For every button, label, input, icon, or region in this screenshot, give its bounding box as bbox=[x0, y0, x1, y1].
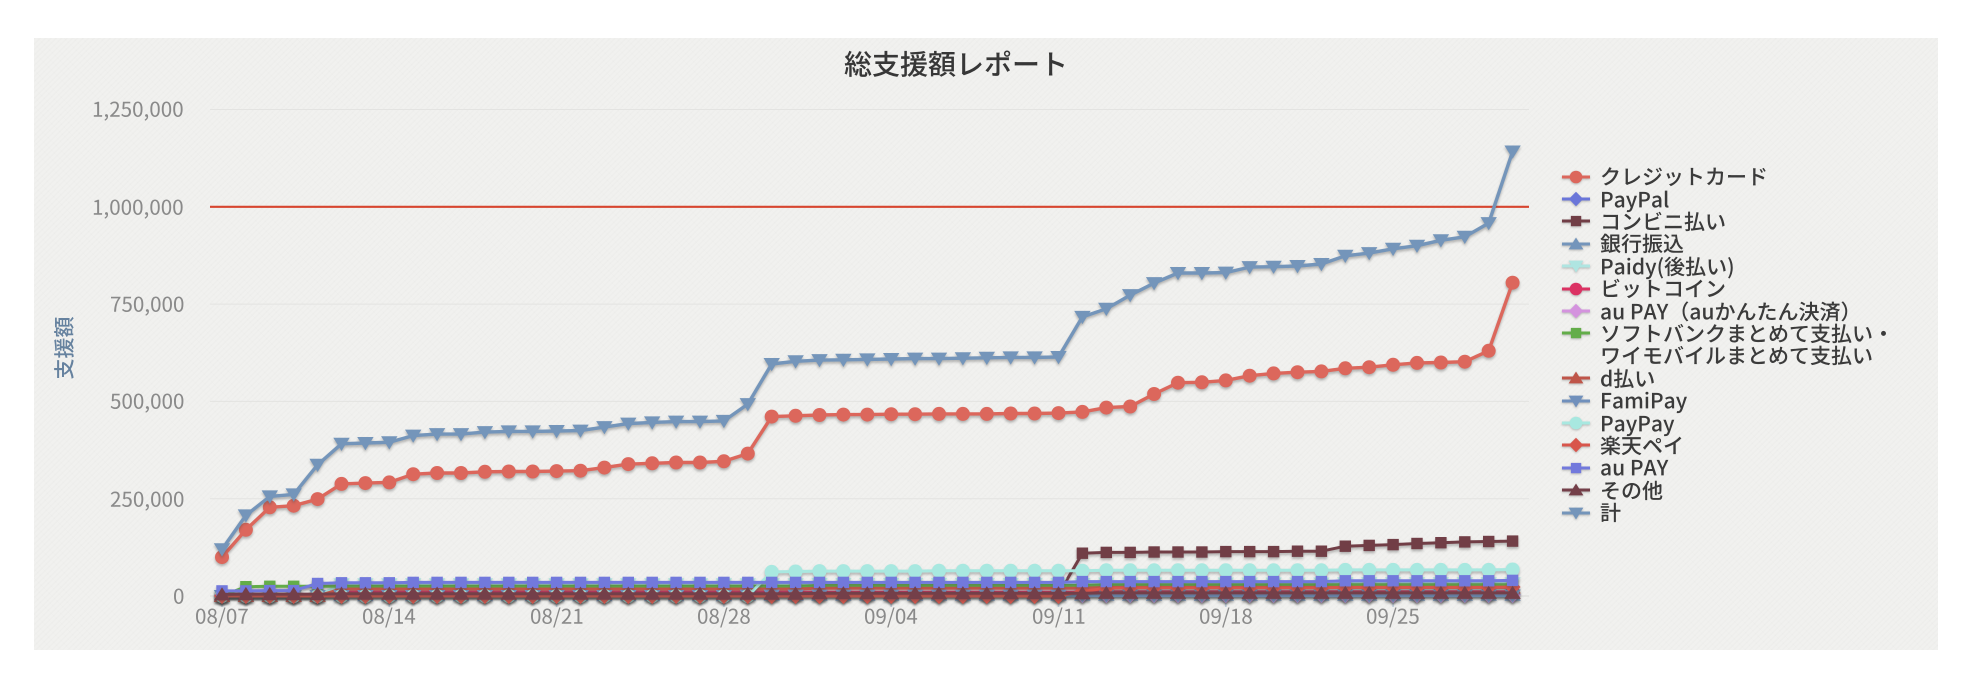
y-tick-label: 500,000 bbox=[110, 385, 185, 416]
legend-label: PayPal bbox=[1600, 183, 1670, 215]
legend-label: FamiPay bbox=[1600, 384, 1688, 416]
legend-marker-triangle-up bbox=[1562, 371, 1590, 384]
legend-item-famipay: FamiPay bbox=[1562, 390, 1932, 414]
legend-marker-square bbox=[1562, 328, 1590, 339]
x-tick-label: 09/18 bbox=[1199, 600, 1253, 631]
chart-panel: 総支援額レポート 支援額 0 250,000 500,000 750,000 1,000… bbox=[34, 38, 1938, 650]
legend-label: d払い bbox=[1600, 362, 1656, 394]
y-tick-label: 250,000 bbox=[110, 483, 185, 514]
legend-label: コンビニ払い bbox=[1600, 205, 1726, 237]
legend-item-paypal: PayPal bbox=[1562, 188, 1932, 212]
legend-item-softbank-matomete-line2: ワイモバイルまとめて支払い bbox=[1562, 345, 1932, 367]
legend-marker-triangle-up bbox=[1562, 237, 1590, 250]
legend-marker-square bbox=[1562, 216, 1590, 227]
legend-item-sonota: その他 bbox=[1562, 479, 1932, 501]
x-tick-label: 08/21 bbox=[530, 600, 584, 631]
legend-label: ビットコイン bbox=[1600, 272, 1726, 304]
series-sonota bbox=[213, 585, 1521, 601]
legend-item-rakuten-pay: 楽天ペイ bbox=[1562, 434, 1932, 456]
legend-item-bitcoin: ビットコイン bbox=[1562, 278, 1932, 300]
x-tick-label: 09/11 bbox=[1032, 600, 1086, 631]
legend-marker-square bbox=[1562, 462, 1590, 473]
legend-marker-diamond bbox=[1562, 303, 1590, 319]
series-au-pay bbox=[216, 574, 1519, 597]
legend-label: ソフトバンクまとめて支払い・ bbox=[1600, 317, 1894, 349]
legend-label: ワイモバイルまとめて支払い bbox=[1600, 339, 1873, 371]
legend-marker-triangle-down bbox=[1562, 507, 1590, 520]
legend-label: その他 bbox=[1600, 474, 1663, 506]
series-kei bbox=[213, 145, 1521, 557]
legend-label: au PAY bbox=[1600, 451, 1669, 483]
legend-item-paypay: PayPay bbox=[1562, 412, 1932, 436]
x-tick-label: 08/28 bbox=[697, 600, 751, 631]
x-tick-label: 08/07 bbox=[195, 600, 249, 631]
legend-item-au-pay: au PAY bbox=[1562, 457, 1932, 479]
legend-item-au-pay-kantan: au PAY（auかんたん決済） bbox=[1562, 300, 1932, 322]
legend-marker-diamond bbox=[1562, 191, 1590, 207]
legend-label: au PAY（auかんたん決済） bbox=[1600, 295, 1862, 327]
legend-marker-triangle-down bbox=[1562, 260, 1590, 273]
legend-item-paidy: Paidy(後払い) bbox=[1562, 255, 1932, 279]
y-tick-label: 750,000 bbox=[110, 288, 185, 319]
legend-label: 計 bbox=[1600, 496, 1621, 528]
legend-marker-triangle-up bbox=[1562, 483, 1590, 496]
legend-item-bank-transfer: 銀行振込 bbox=[1562, 233, 1932, 255]
legend-marker-triangle-down bbox=[1562, 395, 1590, 408]
legend-label: クレジットカード bbox=[1600, 160, 1768, 192]
legend-marker-circle bbox=[1562, 282, 1590, 295]
x-tick-label: 09/04 bbox=[864, 600, 918, 631]
legend-marker-diamond bbox=[1562, 438, 1590, 453]
legend-label: 楽天ペイ bbox=[1600, 429, 1684, 461]
legend-marker-circle bbox=[1562, 170, 1590, 183]
legend-item-credit-card: クレジットカード bbox=[1562, 166, 1932, 188]
legend-item-kei: 計 bbox=[1562, 502, 1932, 524]
legend-label: PayPay bbox=[1600, 407, 1675, 439]
legend-label: Paidy(後払い) bbox=[1600, 250, 1735, 282]
x-tick-label: 09/25 bbox=[1366, 600, 1420, 631]
y-tick-label: 1,000,000 bbox=[92, 191, 184, 222]
legend-label: 銀行振込 bbox=[1600, 227, 1684, 259]
chart-title: 総支援額レポート bbox=[844, 42, 1068, 84]
x-tick-label: 08/14 bbox=[362, 600, 416, 631]
y-axis-title: 支援額 bbox=[47, 316, 79, 380]
legend-item-d-barai: d払い bbox=[1562, 367, 1932, 389]
legend-marker-circle bbox=[1562, 416, 1590, 430]
legend-item-softbank-matomete: ソフトバンクまとめて支払い・ bbox=[1562, 322, 1932, 344]
legend-item-konbini: コンビニ払い bbox=[1562, 210, 1932, 232]
y-tick-label: 1,250,000 bbox=[92, 93, 184, 124]
y-tick-label: 0 bbox=[173, 580, 185, 611]
series-credit-card bbox=[215, 275, 1520, 565]
